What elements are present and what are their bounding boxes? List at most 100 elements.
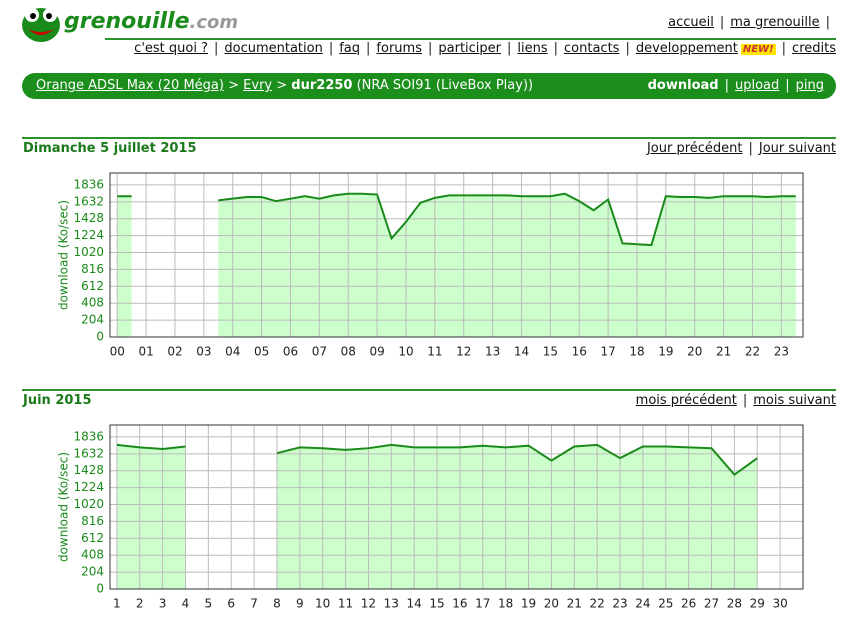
x-tick-label: 29 xyxy=(750,597,765,611)
section-rule xyxy=(22,137,836,139)
x-tick-label: 07 xyxy=(312,345,327,359)
x-tick-label: 23 xyxy=(612,597,627,611)
x-tick-label: 00 xyxy=(110,345,125,359)
x-tick-label: 12 xyxy=(361,597,376,611)
line xyxy=(117,192,796,247)
breadcrumb: Orange ADSL Max (20 Méga) > Evry > dur22… xyxy=(36,78,533,93)
x-tick-label: 20 xyxy=(687,345,702,359)
y-tick-label: 1836 xyxy=(73,429,104,443)
x-tick-label: 19 xyxy=(521,597,536,611)
x-tick-label: 10 xyxy=(315,597,330,611)
x-tick-label: 19 xyxy=(658,345,673,359)
y-tick-label: 0 xyxy=(96,330,104,344)
link[interactable]: liens xyxy=(517,41,548,56)
probe-detail: (NRA SOI91 (LiveBox Play)) xyxy=(356,78,534,93)
header-rule xyxy=(105,38,836,40)
probe: dur2250 xyxy=(291,78,353,93)
y-tick-label: 1224 xyxy=(73,480,104,494)
x-tick-label: 11 xyxy=(427,345,442,359)
logo-icon xyxy=(22,8,60,42)
y-tick-label: 1632 xyxy=(73,194,104,208)
link[interactable]: mois suivant xyxy=(753,393,836,408)
x-tick-label: 03 xyxy=(196,345,211,359)
x-tick-label: 15 xyxy=(543,345,558,359)
y-axis-label: download (Ko/sec) xyxy=(57,200,71,310)
link[interactable]: participer xyxy=(438,41,502,56)
y-tick-label: 1020 xyxy=(73,245,104,259)
tab-link[interactable]: upload xyxy=(734,78,780,93)
separator: | xyxy=(625,41,630,56)
x-tick-label: 22 xyxy=(745,345,760,359)
y-tick-label: 1020 xyxy=(73,497,104,511)
x-tick-label: 18 xyxy=(629,345,644,359)
separator: | xyxy=(724,78,729,93)
x-tick-label: 27 xyxy=(704,597,719,611)
separator: | xyxy=(748,141,753,156)
logo-suffix: .com xyxy=(189,12,239,33)
x-tick-label: 09 xyxy=(369,345,384,359)
x-tick-label: 05 xyxy=(254,345,269,359)
logo-text: grenouille xyxy=(64,9,190,34)
x-tick-label: 06 xyxy=(283,345,298,359)
link[interactable]: accueil xyxy=(668,15,714,30)
x-tick-label: 04 xyxy=(225,345,240,359)
x-tick-label: 23 xyxy=(774,345,789,359)
link[interactable]: Jour précédent xyxy=(646,141,743,156)
separator: | xyxy=(781,41,787,56)
section-links: Jour précédent | Jour suivant xyxy=(647,141,836,156)
line xyxy=(116,443,758,477)
x-tick-label: 26 xyxy=(681,597,696,611)
x-tick-label: 21 xyxy=(567,597,582,611)
separator: | xyxy=(427,41,433,56)
link[interactable]: c'est quoi ? xyxy=(134,41,208,56)
link[interactable]: contacts xyxy=(564,41,620,56)
x-tick-label: 08 xyxy=(341,345,356,359)
separator: | xyxy=(825,15,830,30)
x-tick-label: 14 xyxy=(407,597,422,611)
link[interactable]: Jour suivant xyxy=(758,141,836,156)
plot-frame xyxy=(109,172,804,338)
tabs: download | upload | ping xyxy=(648,78,824,93)
area xyxy=(117,193,796,337)
link[interactable]: credits xyxy=(792,41,836,56)
y-tick-label: 1836 xyxy=(73,177,104,191)
x-tick-label: 24 xyxy=(635,597,650,611)
y-tick-label: 408 xyxy=(81,296,104,310)
city-link[interactable]: Evry xyxy=(243,78,273,93)
tab-link[interactable]: ping xyxy=(795,78,824,93)
new-badge: NEW! xyxy=(740,44,776,55)
link[interactable]: ma grenouille xyxy=(730,15,820,30)
x-tick-label: 17 xyxy=(600,345,615,359)
x-tick-label: 14 xyxy=(514,345,529,359)
link[interactable]: forums xyxy=(376,41,422,56)
arrow: > xyxy=(228,78,240,93)
y-tick-label: 1632 xyxy=(73,446,104,460)
section-rule xyxy=(22,389,836,391)
separator: | xyxy=(785,78,790,93)
top-links: accueil | ma grenouille | xyxy=(668,15,836,30)
separator: | xyxy=(553,41,559,56)
x-tick-label: 18 xyxy=(498,597,513,611)
separator: | xyxy=(719,15,725,30)
y-tick-label: 816 xyxy=(81,514,104,528)
separator: | xyxy=(507,41,512,56)
link[interactable]: mois précédent xyxy=(635,393,737,408)
separator: | xyxy=(742,393,748,408)
x-tick-label: 22 xyxy=(590,597,605,611)
isp-link[interactable]: Orange ADSL Max (20 Méga) xyxy=(36,78,224,93)
x-tick-label: 4 xyxy=(182,597,190,611)
link[interactable]: developpement xyxy=(635,41,738,56)
link[interactable]: documentation xyxy=(224,41,323,56)
section-title: Juin 2015 xyxy=(23,393,92,408)
y-tick-label: 0 xyxy=(96,582,104,596)
link[interactable]: faq xyxy=(339,41,361,56)
plot-frame xyxy=(109,424,804,590)
x-tick-label: 1 xyxy=(113,597,121,611)
arrow: > xyxy=(276,78,288,93)
section-title: Dimanche 5 juillet 2015 xyxy=(23,141,197,156)
x-tick-label: 2 xyxy=(136,597,144,611)
separator: | xyxy=(328,41,334,56)
